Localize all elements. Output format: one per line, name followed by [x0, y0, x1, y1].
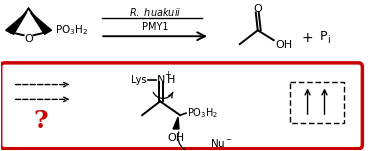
Text: +: + [164, 70, 171, 79]
Text: H: H [167, 75, 175, 85]
Polygon shape [6, 13, 26, 34]
Text: Lys: Lys [131, 75, 146, 85]
Text: $\it{R.\ huakuii}$: $\it{R.\ huakuii}$ [129, 6, 181, 18]
Text: O: O [253, 4, 262, 14]
Text: PO$_3$H$_2$: PO$_3$H$_2$ [187, 106, 218, 120]
Bar [290, 82, 344, 123]
Polygon shape [173, 117, 179, 129]
Text: ?: ? [33, 109, 48, 133]
Text: Nu$^-$: Nu$^-$ [210, 137, 233, 149]
Text: PMY1: PMY1 [142, 22, 168, 32]
Text: OH: OH [276, 40, 293, 50]
Polygon shape [31, 13, 51, 34]
Text: +: + [302, 31, 313, 45]
Text: P: P [319, 30, 327, 43]
FancyBboxPatch shape [1, 63, 363, 149]
Text: N: N [157, 75, 166, 85]
Text: PO$_3$H$_2$: PO$_3$H$_2$ [56, 23, 89, 37]
Text: i: i [327, 35, 330, 45]
Text: OH: OH [167, 133, 184, 143]
Text: O: O [24, 34, 33, 44]
